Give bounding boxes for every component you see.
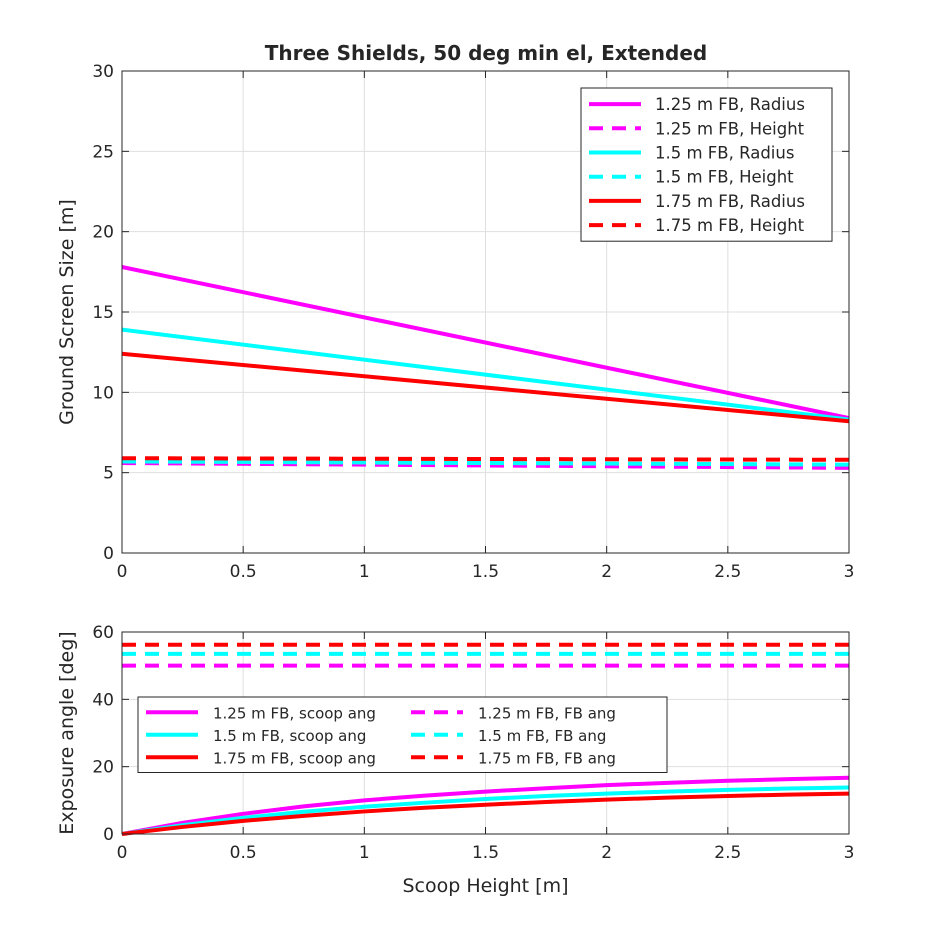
y-tick-label: 30 <box>92 62 114 82</box>
legend-label: 1.5 m FB, Radius <box>655 144 794 163</box>
series-line <box>121 775 850 836</box>
x-tick-label: 0 <box>117 843 128 863</box>
chart-2: 0 0.5 1 1.5 2 2.5 3 0 20 40 60 Exposure angle [deg]… <box>56 623 854 897</box>
y-tick-label: 25 <box>92 142 114 162</box>
x-tick-label: 3 <box>844 843 855 863</box>
y-tick-label: 10 <box>92 383 114 403</box>
legend: 1.25 m FB, scoop ang 1.25 m FB, FB ang 1.5… <box>137 696 668 773</box>
series-line <box>121 791 850 836</box>
legend-label: 1.5 m FB, Height <box>655 168 794 187</box>
x-tick-label: 3 <box>844 562 855 582</box>
x-axis-label: Scoop Height [m] <box>402 875 568 897</box>
y-tick-label: 60 <box>92 623 114 643</box>
y-tick-label: 0 <box>103 825 114 845</box>
x-tick-label: 2 <box>601 843 612 863</box>
y-tick-label: 0 <box>103 544 114 564</box>
y-tick-label: 20 <box>92 223 114 243</box>
legend: 1.25 m FB, Radius 1.25 m FB, Height 1.5 m … <box>580 87 833 242</box>
y-axis-label: Ground Screen Size [m] <box>56 199 78 425</box>
series-line <box>121 456 850 462</box>
legend-label: 1.25 m FB, Radius <box>655 95 805 114</box>
legend-box <box>580 87 833 242</box>
x-tick-label: 0.5 <box>230 562 257 582</box>
y-tick-label: 5 <box>103 464 114 484</box>
legend-label: 1.25 m FB, FB ang <box>478 704 616 722</box>
legend-label: 1.75 m FB, scoop ang <box>213 749 376 767</box>
legend-label: 1.75 m FB, Height <box>655 216 805 235</box>
y-tick-label: 15 <box>92 303 114 323</box>
x-tick-label: 2.5 <box>714 562 741 582</box>
legend-label: 1.5 m FB, scoop ang <box>213 727 366 745</box>
x-tick-label: 0.5 <box>230 843 257 863</box>
legend-label: 1.5 m FB, FB ang <box>478 727 606 745</box>
series-line <box>121 351 850 424</box>
x-tick-label: 1 <box>359 843 370 863</box>
y-axis-label: Exposure angle [deg] <box>56 631 78 834</box>
legend-box <box>137 696 668 773</box>
series-line <box>121 327 850 422</box>
legend-label: 1.75 m FB, FB ang <box>478 749 616 767</box>
x-tick-label: 0 <box>117 562 128 582</box>
x-tick-label: 1.5 <box>472 562 499 582</box>
legend-label: 1.25 m FB, Height <box>655 119 805 138</box>
y-tick-label: 40 <box>92 690 114 710</box>
x-tick-label: 2.5 <box>714 843 741 863</box>
x-tick-label: 1 <box>359 562 370 582</box>
x-tick-label: 2 <box>601 562 612 582</box>
series-line <box>121 785 850 836</box>
legend-label: 1.75 m FB, Radius <box>655 192 805 211</box>
series-line <box>121 459 850 467</box>
legend-label: 1.25 m FB, scoop ang <box>213 704 376 722</box>
y-tick-label: 20 <box>92 758 114 778</box>
x-tick-label: 1.5 <box>472 843 499 863</box>
chart-title: Three Shields, 50 deg min el, Extended <box>265 41 708 65</box>
series-line <box>121 265 850 420</box>
